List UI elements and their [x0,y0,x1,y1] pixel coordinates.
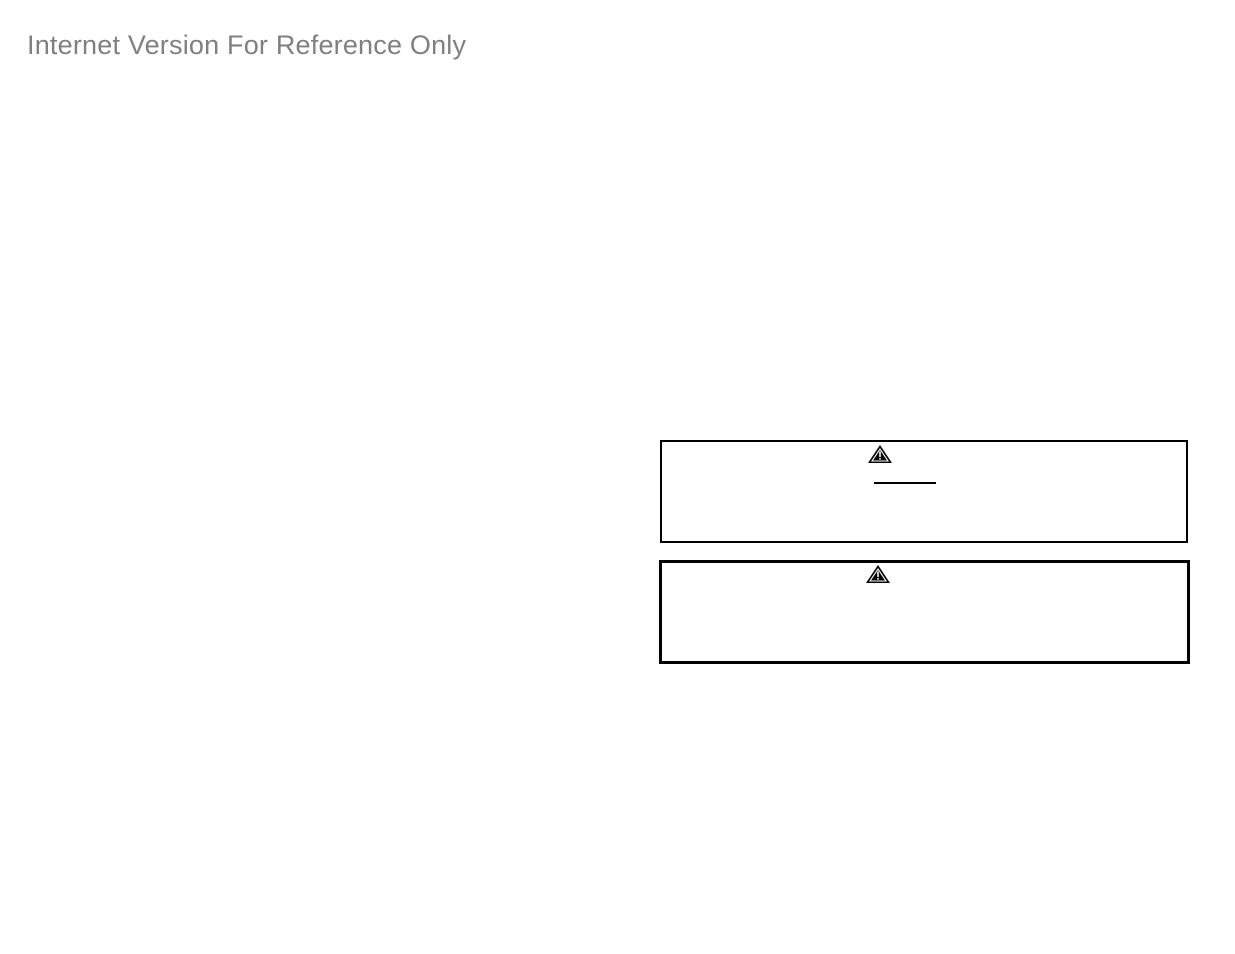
warning-box-2 [659,560,1190,664]
warning-triangle-icon [866,565,890,583]
underline-rule [874,482,936,484]
warning-triangle-icon [868,445,892,463]
warning-box-1 [660,440,1188,543]
watermark-text: Internet Version For Reference Only [27,30,466,61]
page-root: Internet Version For Reference Only [0,0,1235,954]
